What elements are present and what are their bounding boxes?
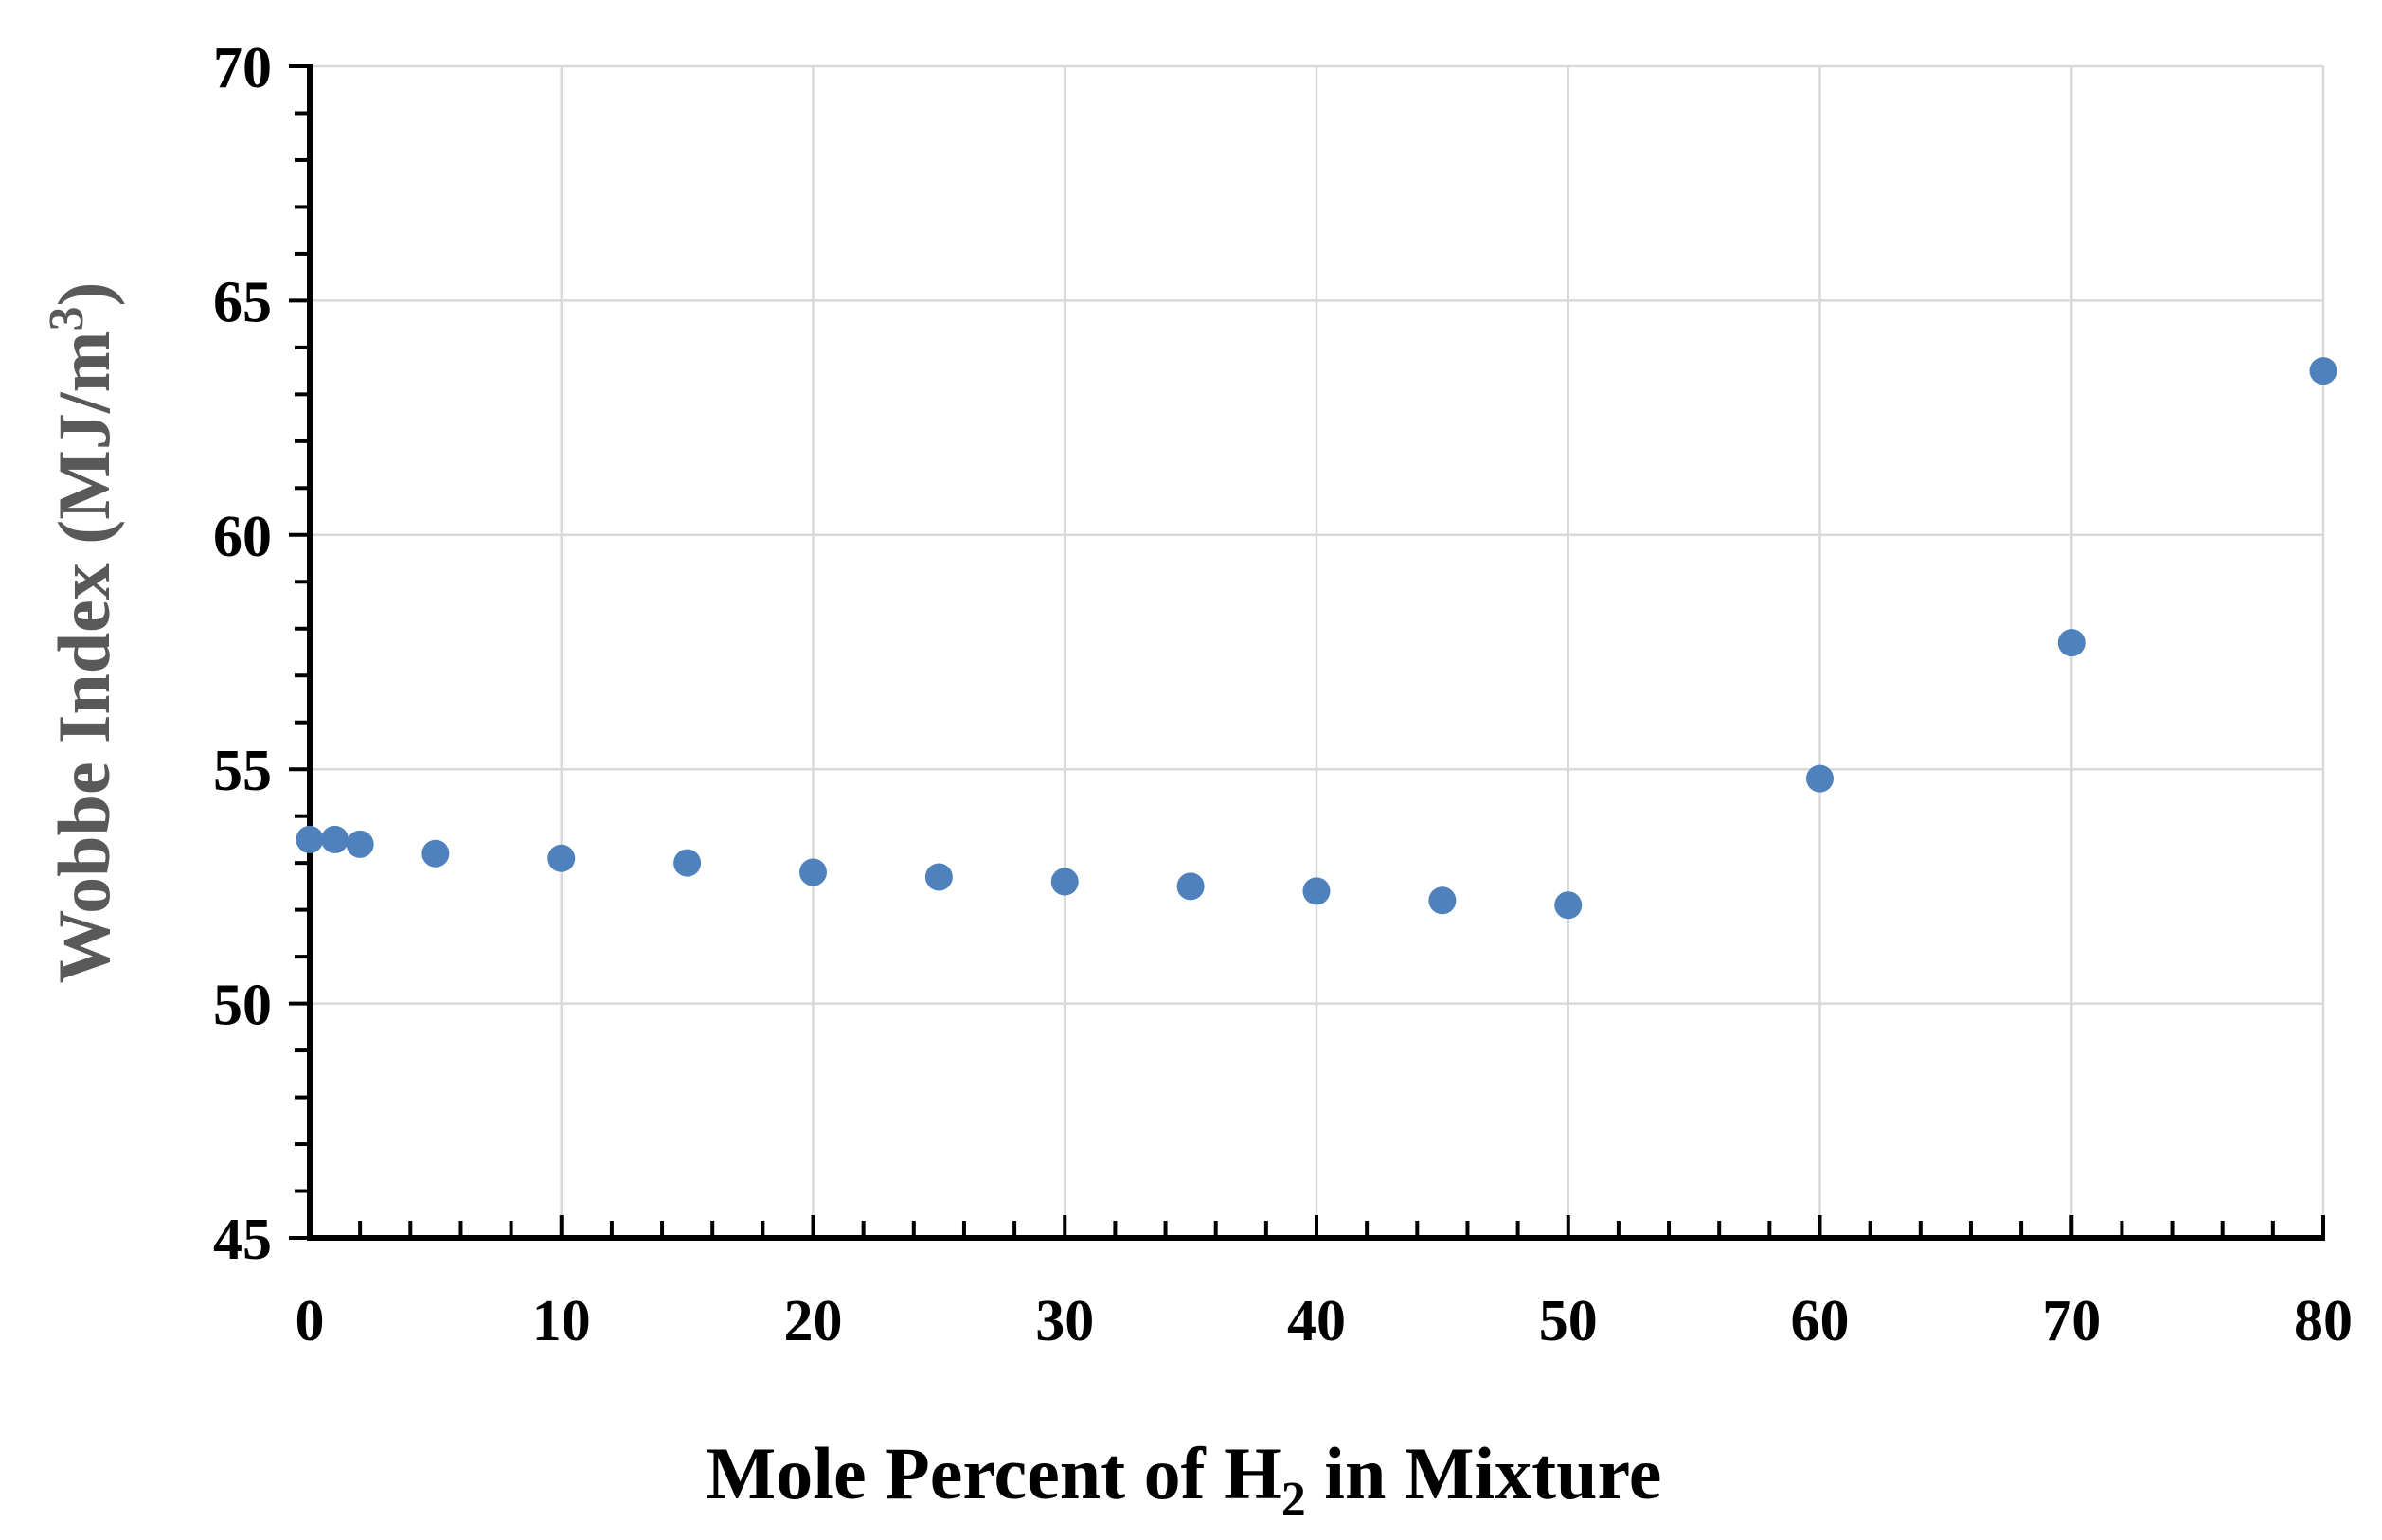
x-tick-label: 80	[2294, 1289, 2353, 1353]
x-tick-label: 50	[1539, 1289, 1598, 1353]
data-point	[421, 839, 450, 868]
data-point	[1806, 764, 1834, 793]
y-tick-label: 60	[213, 505, 272, 569]
axes	[289, 64, 2325, 1241]
x-tick-label: 60	[1791, 1289, 1850, 1353]
x-tick-label: 10	[532, 1289, 591, 1353]
y-axis-title: Wobbe Index (MJ/m3)	[40, 281, 125, 983]
x-tick-label: 0	[296, 1289, 325, 1353]
data-point	[2309, 357, 2337, 385]
data-point	[799, 858, 827, 886]
data-points	[296, 357, 2337, 920]
y-tick-label: 70	[213, 36, 272, 100]
y-tick-label: 55	[213, 739, 272, 803]
data-point	[1554, 891, 1583, 920]
data-point	[1176, 872, 1205, 901]
x-tick-label: 30	[1035, 1289, 1094, 1353]
data-point	[673, 849, 702, 877]
x-axis-title: Mole Percent of H2 in Mixture	[707, 1432, 1662, 1527]
x-tick-label: 70	[2042, 1289, 2101, 1353]
data-point	[1050, 868, 1079, 896]
data-point	[924, 863, 953, 891]
data-point	[547, 844, 576, 872]
y-tick-label: 65	[213, 270, 272, 334]
y-tick-label: 45	[213, 1208, 272, 1272]
grid-lines	[310, 64, 2325, 1238]
y-tick-label: 50	[213, 974, 272, 1038]
tick-labels: 45 50 55 60 65 70 0 10 20 30 40 50 60 70 80	[213, 36, 2353, 1353]
data-point	[1428, 886, 1457, 915]
data-point	[2057, 629, 2086, 657]
data-point	[296, 825, 324, 853]
x-tick-label: 40	[1287, 1289, 1346, 1353]
data-point	[346, 830, 374, 858]
data-point	[321, 825, 349, 853]
x-tick-label: 20	[784, 1289, 843, 1353]
data-point	[1302, 877, 1331, 905]
